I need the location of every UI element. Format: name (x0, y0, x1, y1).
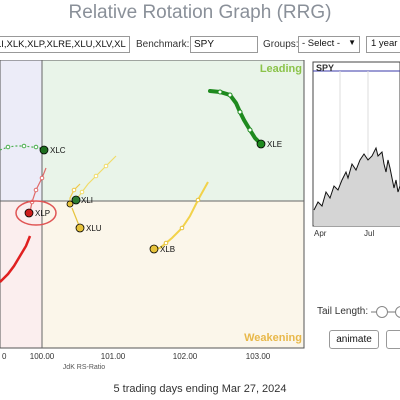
xlp-tail-point (33, 187, 39, 193)
leading-quadrant (42, 60, 304, 201)
next-button[interactable] (386, 330, 400, 349)
price-chart-line (313, 146, 400, 211)
slider-thumb[interactable] (376, 306, 388, 318)
xle-tail-point (227, 92, 233, 98)
groups-select-value: - Select - (302, 38, 341, 49)
xli-tail-point (103, 163, 109, 169)
price-x-label: Apr (314, 229, 327, 238)
x-axis-label: JdK RS-Ratio (63, 364, 106, 371)
benchmark-input[interactable] (190, 36, 258, 53)
x-tick-label: 100.00 (30, 352, 55, 361)
sector-tail-xlb[interactable]: XLB (149, 181, 209, 254)
sector-tail-xlu[interactable]: XLU (71, 207, 102, 233)
period-select-value: 1 year (371, 38, 398, 49)
xle-tail-point (217, 89, 223, 95)
sector-tail-xlv[interactable] (0, 235, 32, 283)
sector-tail-xlc[interactable]: XLC (0, 143, 66, 155)
xle-head-marker[interactable] (256, 139, 266, 149)
xlp-highlight-circle (15, 200, 57, 226)
xle-label: XLE (267, 140, 282, 149)
leading-label: Leading (260, 63, 302, 75)
xlu-head-marker[interactable] (75, 223, 85, 233)
xlp-tail-point (39, 175, 45, 181)
price-chart-area (314, 148, 400, 226)
groups-label: Groups: (263, 39, 299, 50)
xlu-label: XLU (86, 224, 102, 233)
toolbar: Benchmark: Groups: - Select - ▼ 1 year (0, 36, 400, 56)
groups-select[interactable]: - Select - ▼ (298, 36, 360, 53)
chevron-down-icon: ▼ (348, 38, 356, 47)
xlc-head-marker[interactable] (39, 145, 49, 155)
rrg-chart[interactable]: Leading Weakening XLE XLC XLI (0, 60, 306, 372)
xli-label: XLI (81, 196, 93, 205)
weakening-quadrant (42, 201, 304, 348)
x-tick-label: 103.00 (246, 352, 271, 361)
animate-button[interactable]: animate (329, 330, 379, 349)
price-chart-symbol: SPY (316, 63, 334, 73)
price-x-label: Jul (364, 229, 374, 238)
slider-thumb[interactable] (395, 306, 400, 318)
xle-tail-point (247, 127, 253, 133)
x-tick-label: 101.00 (101, 352, 126, 361)
date-range-caption: 5 trading days ending Mar 27, 2024 (113, 383, 287, 395)
xlp-head-marker[interactable] (24, 208, 34, 218)
sector-tail-xlp[interactable]: XLP (15, 167, 57, 226)
xlc-tail-point (5, 144, 11, 150)
xlv-tail-line (0, 235, 32, 283)
xlk-head-marker[interactable] (66, 200, 74, 208)
tail-length-label: Tail Length: (317, 306, 369, 317)
xlb-tail-point (195, 197, 201, 203)
sector-tail-xli[interactable]: XLI (71, 155, 117, 205)
page-title: Relative Rotation Graph (RRG) (68, 2, 332, 23)
xle-tail-point (237, 109, 243, 115)
benchmark-price-chart: SPY Apr Jul (312, 61, 400, 238)
sector-tail-xlk[interactable] (66, 183, 81, 208)
xlk-tail-point (71, 187, 77, 193)
sector-tail-xle[interactable]: XLE (208, 89, 282, 149)
xlb-tail-point (179, 225, 185, 231)
improving-quadrant (0, 60, 42, 201)
xlb-label: XLB (160, 245, 175, 254)
xlc-tail-point (33, 144, 39, 150)
xlb-head-marker[interactable] (149, 244, 159, 254)
period-select[interactable]: 1 year (366, 36, 400, 53)
x-tick-label: 0 (2, 352, 7, 361)
x-tick-label: 102.00 (173, 352, 198, 361)
xlc-label: XLC (50, 146, 66, 155)
symbols-input[interactable] (0, 36, 130, 53)
xli-head-marker[interactable] (71, 195, 81, 205)
xlp-label: XLP (35, 209, 50, 218)
weakening-label: Weakening (244, 332, 302, 344)
xli-tail-point (93, 173, 99, 179)
tail-length-slider[interactable] (371, 306, 400, 318)
xlb-tail-point (163, 240, 169, 246)
xlc-tail-point (21, 143, 27, 149)
plot-frame (0, 60, 305, 349)
benchmark-label: Benchmark: (136, 39, 190, 50)
xli-tail-point (79, 189, 85, 195)
